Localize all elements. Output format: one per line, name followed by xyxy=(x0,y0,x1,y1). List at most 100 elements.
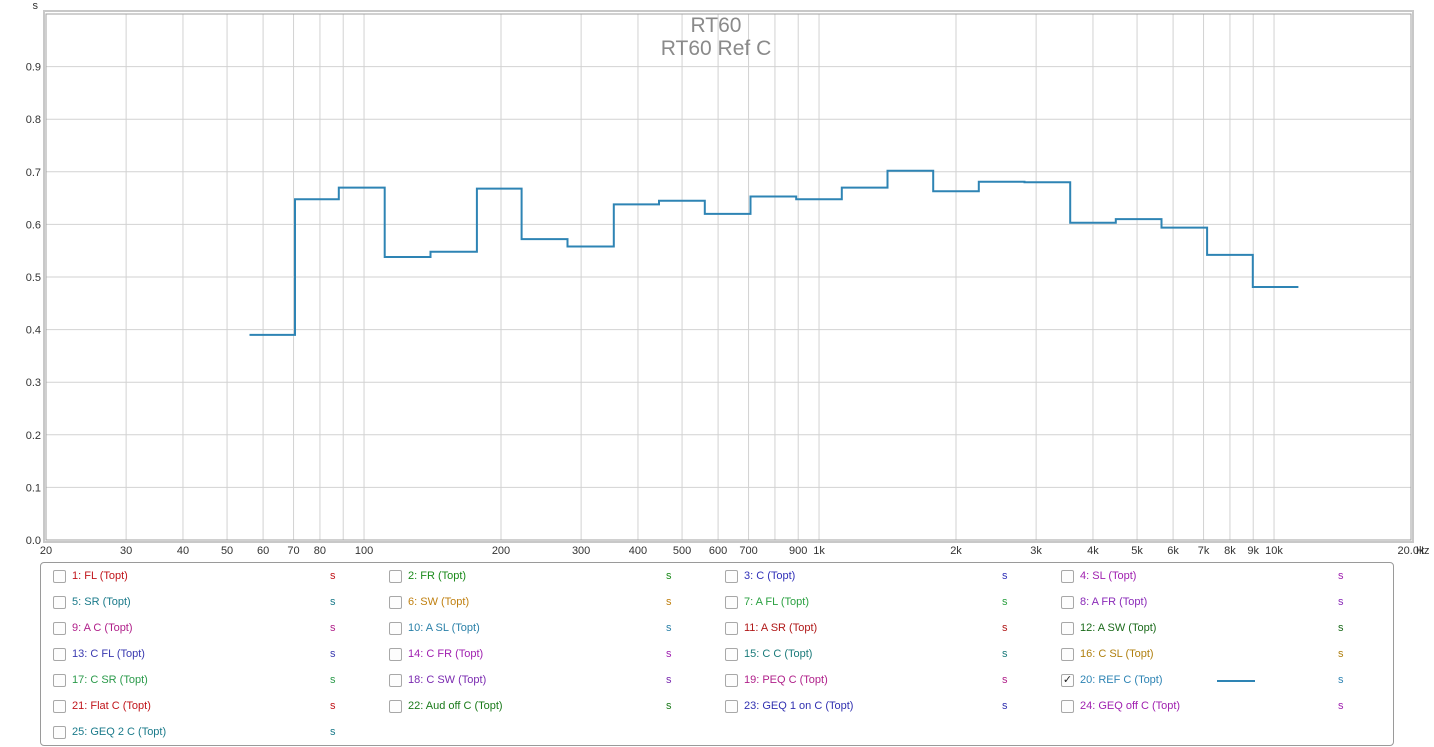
legend-panel: 1: FL (Topt) s 2: FR (Topt) s 3: C (Topt) s 4:… xyxy=(40,562,1394,746)
chart-subtitle: RT60 Ref C xyxy=(661,37,772,60)
legend-unit: s xyxy=(1002,570,1008,582)
legend-label: 9: A C (Topt) xyxy=(72,622,133,634)
legend-checkbox[interactable] xyxy=(389,596,402,609)
series-line-ref-c xyxy=(249,169,1299,336)
legend-checkbox[interactable] xyxy=(725,622,738,635)
legend-checkbox[interactable] xyxy=(725,648,738,661)
legend-label: 20: REF C (Topt) xyxy=(1080,674,1163,686)
legend-item: 14: C FR (Topt) s xyxy=(389,647,709,665)
x-tick-label: 8k xyxy=(1224,545,1236,557)
legend-label: 4: SL (Topt) xyxy=(1080,570,1137,582)
x-tick-label: 20 xyxy=(40,545,52,557)
legend-item: 3: C (Topt) s xyxy=(725,569,1045,587)
legend-item: 8: A FR (Topt) s xyxy=(1061,595,1381,613)
x-tick-label: 1k xyxy=(813,545,825,557)
y-tick-label: 0.2 xyxy=(26,430,41,442)
legend-label: 3: C (Topt) xyxy=(744,570,796,582)
x-unit-label: Hz xyxy=(1416,545,1429,557)
y-tick-label: 0.0 xyxy=(26,535,41,547)
legend-label: 7: A FL (Topt) xyxy=(744,596,810,608)
x-tick-label: 50 xyxy=(221,545,233,557)
legend-checkbox[interactable] xyxy=(725,700,738,713)
legend-checkbox[interactable] xyxy=(1061,570,1074,583)
legend-unit: s xyxy=(330,570,336,582)
legend-item: 18: C SW (Topt) s xyxy=(389,673,709,691)
y-tick-label: 0.9 xyxy=(26,62,41,74)
legend-checkbox[interactable] xyxy=(725,570,738,583)
legend-checkbox[interactable] xyxy=(53,674,66,687)
legend-item: 15: C C (Topt) s xyxy=(725,647,1045,665)
legend-checkbox[interactable] xyxy=(1061,596,1074,609)
legend-unit: s xyxy=(1338,700,1344,712)
legend-item: 12: A SW (Topt) s xyxy=(1061,621,1381,639)
legend-item: 13: C FL (Topt) s xyxy=(53,647,373,665)
legend-unit: s xyxy=(666,648,672,660)
legend-item: 10: A SL (Topt) s xyxy=(389,621,709,639)
legend-unit: s xyxy=(1338,648,1344,660)
y-tick-label: 0.7 xyxy=(26,167,41,179)
x-tick-label: 100 xyxy=(355,545,373,557)
legend-checkbox[interactable] xyxy=(1061,622,1074,635)
legend-label: 11: A SR (Topt) xyxy=(744,622,818,634)
legend-unit: s xyxy=(1338,570,1344,582)
y-tick-labels: 0.0 0.1 0.2 0.3 0.4 0.5 0.6 0.7 0.8 0.9 xyxy=(26,62,41,547)
x-tick-label: 9k xyxy=(1247,545,1259,557)
x-tick-label: 4k xyxy=(1087,545,1099,557)
x-tick-label: 3k xyxy=(1030,545,1042,557)
legend-label: 16: C SL (Topt) xyxy=(1080,648,1154,660)
legend-item: 24: GEQ off C (Topt) s xyxy=(1061,699,1381,717)
legend-checkbox[interactable] xyxy=(53,622,66,635)
x-tick-label: 900 xyxy=(789,545,807,557)
legend-unit: s xyxy=(1002,648,1008,660)
legend-checkbox[interactable] xyxy=(389,622,402,635)
legend-checkbox[interactable] xyxy=(53,570,66,583)
plot-frame xyxy=(45,13,1412,541)
legend-item: 16: C SL (Topt) s xyxy=(1061,647,1381,665)
legend-label: 13: C FL (Topt) xyxy=(72,648,145,660)
legend-checkbox[interactable] xyxy=(53,596,66,609)
legend-checkbox[interactable] xyxy=(389,648,402,661)
legend-checkbox[interactable] xyxy=(53,648,66,661)
legend-label: 1: FL (Topt) xyxy=(72,570,128,582)
x-tick-label: 200 xyxy=(492,545,510,557)
legend-checkbox[interactable] xyxy=(725,674,738,687)
legend-checkbox[interactable]: ✓ xyxy=(1061,674,1074,687)
legend-label: 18: C SW (Topt) xyxy=(408,674,487,686)
legend-unit: s xyxy=(1338,596,1344,608)
legend-unit: s xyxy=(666,596,672,608)
legend-checkbox[interactable] xyxy=(725,596,738,609)
x-tick-label: 60 xyxy=(257,545,269,557)
x-tick-label: 700 xyxy=(739,545,757,557)
legend-label: 23: GEQ 1 on C (Topt) xyxy=(744,700,854,712)
legend-item: 25: GEQ 2 C (Topt) s xyxy=(53,725,373,743)
legend-label: 21: Flat C (Topt) xyxy=(72,700,151,712)
legend-label: 17: C SR (Topt) xyxy=(72,674,148,686)
legend-label: 10: A SL (Topt) xyxy=(408,622,480,634)
legend-label: 6: SW (Topt) xyxy=(408,596,470,608)
legend-unit: s xyxy=(1002,596,1008,608)
x-tick-label: 2k xyxy=(950,545,962,557)
legend-checkbox[interactable] xyxy=(1061,700,1074,713)
x-tick-label: 500 xyxy=(673,545,691,557)
legend-unit: s xyxy=(330,674,336,686)
chart-title: RT60 xyxy=(691,14,742,37)
legend-item: 17: C SR (Topt) s xyxy=(53,673,373,691)
x-tick-label: 600 xyxy=(709,545,727,557)
legend-unit: s xyxy=(330,622,336,634)
y-unit-label: s xyxy=(33,0,39,12)
legend-checkbox[interactable] xyxy=(1061,648,1074,661)
legend-unit: s xyxy=(330,700,336,712)
legend-item: 2: FR (Topt) s xyxy=(389,569,709,587)
x-tick-label: 300 xyxy=(572,545,590,557)
x-tick-label: 10k xyxy=(1265,545,1283,557)
legend-checkbox[interactable] xyxy=(53,726,66,739)
legend-label: 5: SR (Topt) xyxy=(72,596,131,608)
legend-label: 24: GEQ off C (Topt) xyxy=(1080,700,1181,712)
x-tick-label: 80 xyxy=(314,545,326,557)
legend-checkbox[interactable] xyxy=(53,700,66,713)
legend-checkbox[interactable] xyxy=(389,570,402,583)
legend-unit: s xyxy=(1338,674,1344,686)
legend-checkbox[interactable] xyxy=(389,674,402,687)
legend-checkbox[interactable] xyxy=(389,700,402,713)
legend-unit: s xyxy=(330,726,336,738)
